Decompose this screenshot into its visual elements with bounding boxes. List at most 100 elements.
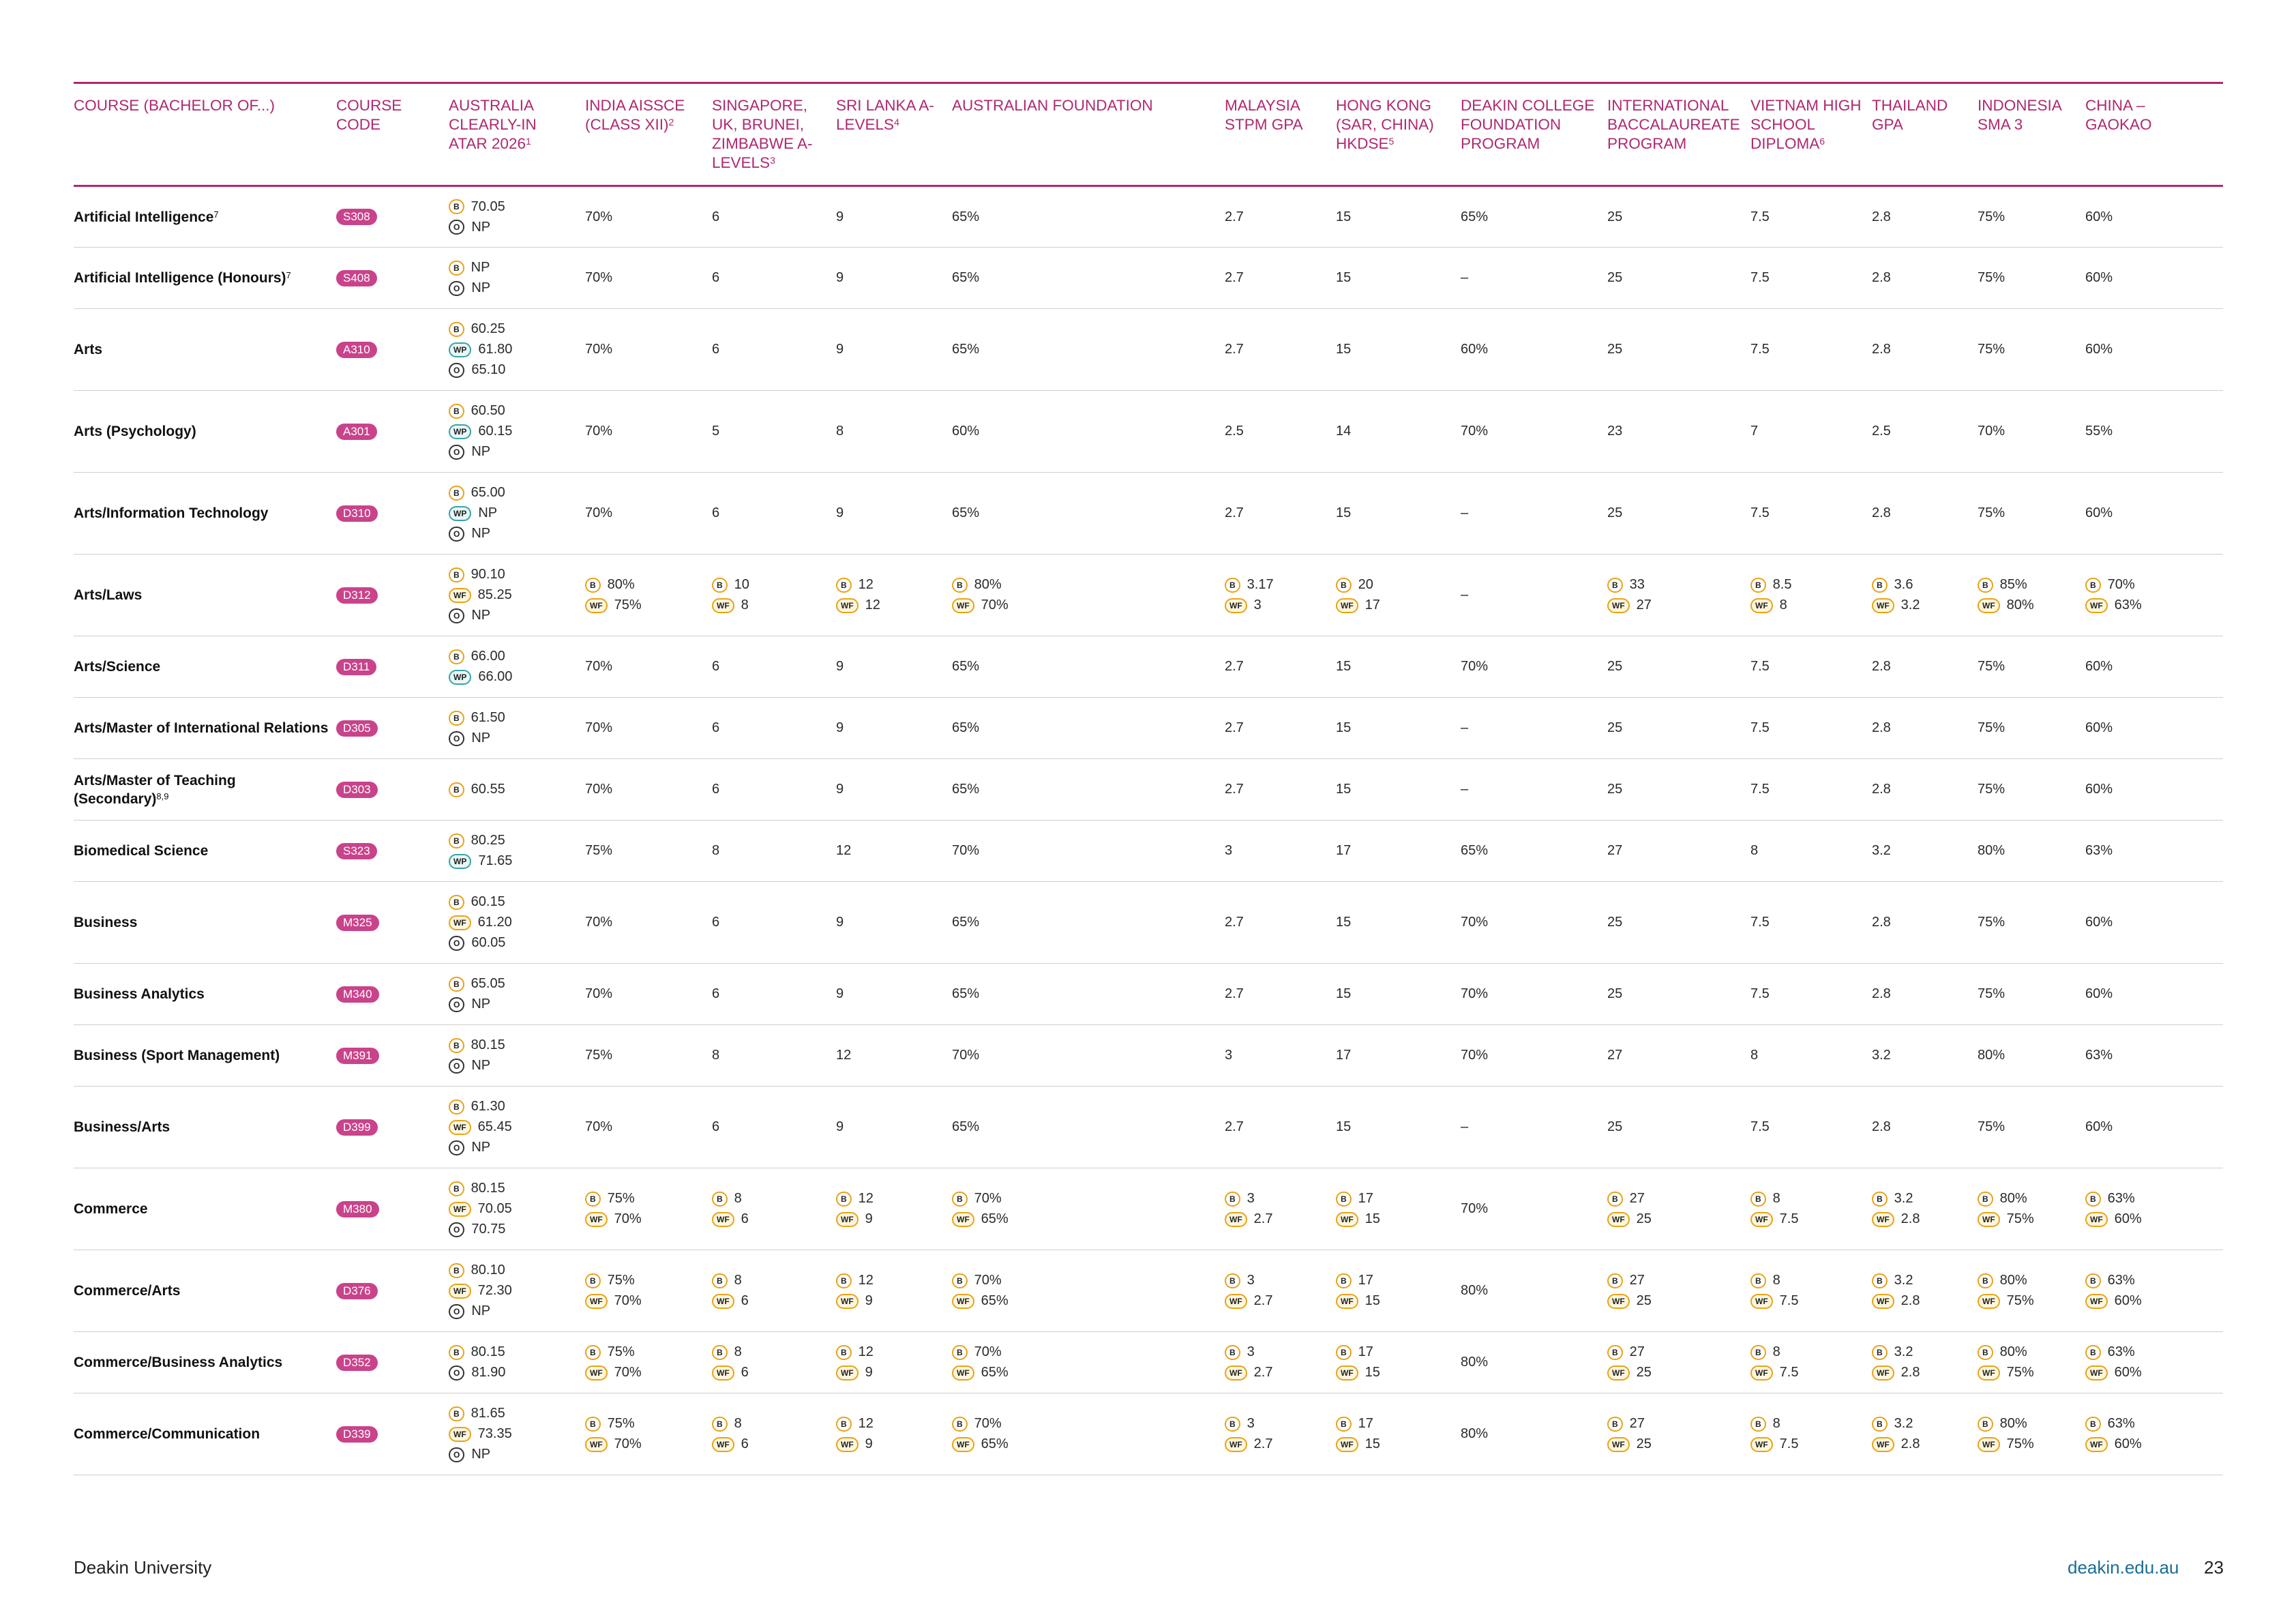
requirement-value: 80% <box>1461 1355 1489 1370</box>
requirement-value: 60% <box>2085 270 2113 285</box>
score-value: 90.10 <box>471 567 505 582</box>
requirement-cell: 7.5 <box>1750 758 1872 821</box>
course-code-cell: D339 <box>336 1393 449 1475</box>
atar-cell: B 60.15 WF 61.20 O 60.05 <box>449 881 585 964</box>
score-value: 60% <box>2114 1293 2142 1308</box>
requirement-value: 63% <box>2085 1048 2113 1063</box>
requirement-value: 2.8 <box>1872 270 1891 285</box>
table-row: Arts/Laws D312 B 90.10 WF 85.25 O NP B 80% WF 75% B 1… <box>74 554 2223 636</box>
pathway-o-icon: O <box>449 1365 465 1381</box>
requirement-value: 80% <box>1461 1426 1489 1441</box>
score-line: B 75% <box>585 1414 706 1434</box>
requirement-cell: 7.5 <box>1750 247 1872 309</box>
score-line: B 12 <box>836 1342 946 1363</box>
requirement-value: – <box>1461 505 1469 520</box>
score-line: O NP <box>449 524 580 544</box>
pathway-b-icon: B <box>449 1263 464 1278</box>
score-line: WF 2.7 <box>1225 1434 1330 1455</box>
pathway-o-icon: O <box>449 1222 465 1237</box>
table-header-row: COURSE (BACHELOR OF...) COURSE CODE AUSTRA… <box>74 82 2223 187</box>
requirement-cell: 25 <box>1607 963 1750 1025</box>
score-line: WF 2.8 <box>1872 1209 1972 1230</box>
score-value: 6 <box>741 1211 749 1226</box>
pathway-o-icon: O <box>449 444 465 460</box>
requirement-value: 6 <box>712 342 720 357</box>
score-stack: B 8 WF 6 <box>712 1189 831 1230</box>
score-value: 80.25 <box>471 833 505 848</box>
column-header-label: VIETNAM HIGH SCHOOL DIPLOMA <box>1750 97 1862 152</box>
course-name: Arts <box>74 308 336 391</box>
score-value: 85% <box>1999 577 2027 592</box>
pathway-wf-icon: WF <box>1225 1293 1247 1309</box>
table-row: Commerce/Arts D376 B 80.10 WF 72.30 O NP B 75% WF 7… <box>74 1250 2223 1332</box>
requirement-value: 2.5 <box>1225 424 1244 439</box>
score-line: B 27 <box>1607 1342 1745 1363</box>
pathway-b-icon: B <box>449 403 464 419</box>
column-header-label: INDONESIA SMA 3 <box>1978 97 2061 133</box>
requirement-value: 6 <box>712 270 720 285</box>
score-stack: B 63% WF 60% <box>2085 1414 2218 1455</box>
requirement-cell: B 8.5 WF 8 <box>1750 554 1872 636</box>
requirement-cell: 15 <box>1336 758 1461 821</box>
requirement-value: 2.7 <box>1225 270 1244 285</box>
score-line: B 65.00 <box>449 483 580 503</box>
score-stack: B 8 WF 7.5 <box>1750 1189 1866 1230</box>
table-row: Commerce M380 B 80.15 WF 70.05 O 70.75 B 75% WF 70%… <box>74 1168 2223 1250</box>
pathway-b-icon: B <box>836 1416 852 1432</box>
requirement-cell: 7.5 <box>1750 186 1872 248</box>
score-value: 75% <box>607 1344 635 1359</box>
score-line: B 60.15 <box>449 892 580 913</box>
course-code-cell: M380 <box>336 1168 449 1250</box>
course-name: Artificial Intelligence7 <box>74 186 336 248</box>
requirement-value: 70% <box>1461 986 1489 1001</box>
score-line: WF 17 <box>1336 595 1455 616</box>
entry-requirements-table: COURSE (BACHELOR OF...) COURSE CODE AUSTRA… <box>74 82 2223 1475</box>
score-value: 63% <box>2107 1273 2135 1288</box>
requirement-cell: B 17 WF 15 <box>1336 1331 1461 1393</box>
requirement-value: 15 <box>1336 720 1352 735</box>
score-stack: B 3 WF 2.7 <box>1225 1271 1330 1312</box>
requirement-value: – <box>1461 782 1469 797</box>
score-line: B 3.2 <box>1872 1342 1972 1363</box>
requirement-cell: 2.7 <box>1225 472 1336 555</box>
score-line: B 60.55 <box>449 780 580 800</box>
requirement-cell: 25 <box>1607 881 1750 964</box>
requirement-cell: 70% <box>1461 636 1607 698</box>
pathway-wf-icon: WF <box>1750 1293 1773 1309</box>
course-code-cell: D303 <box>336 758 449 821</box>
score-line: B 12 <box>836 1189 946 1209</box>
requirement-cell: 60% <box>2085 963 2223 1025</box>
score-value: 70% <box>974 1416 1002 1431</box>
score-stack: B 8.5 WF 8 <box>1750 575 1866 616</box>
pathway-wf-icon: WF <box>1607 597 1630 613</box>
footer-link[interactable]: deakin.edu.au <box>2068 1557 2179 1578</box>
pathway-b-icon: B <box>585 1416 601 1432</box>
score-value: 8 <box>1772 1344 1780 1359</box>
score-value: 8 <box>734 1191 742 1206</box>
score-stack: B 80.25 WP 71.65 <box>449 831 580 872</box>
requirement-value: 7.5 <box>1750 720 1770 735</box>
score-value: 8.5 <box>1772 577 1792 592</box>
score-line: B 12 <box>836 1271 946 1291</box>
score-line: B 12 <box>836 575 946 595</box>
score-value: 3.6 <box>1894 577 1913 592</box>
requirement-cell: 12 <box>836 820 952 882</box>
requirement-value: 2.7 <box>1225 1119 1244 1134</box>
pathway-wf-icon: WF <box>449 1426 471 1442</box>
requirement-value: 6 <box>712 720 720 735</box>
column-header-label: THAILAND GPA <box>1872 97 1948 133</box>
requirement-value: 70% <box>585 342 613 357</box>
requirement-cell: B 8 WF 7.5 <box>1750 1393 1872 1475</box>
requirement-value: 8 <box>836 424 844 439</box>
score-value: 12 <box>858 1191 874 1206</box>
score-value: NP <box>471 526 491 541</box>
requirement-cell: B 80% WF 75% <box>1978 1393 2085 1475</box>
course-code-badge: M325 <box>336 914 379 931</box>
requirement-cell: 15 <box>1336 472 1461 555</box>
score-value: 12 <box>858 1344 874 1359</box>
course-name: Arts/Master of Teaching (Secondary)8,9 <box>74 758 336 821</box>
pathway-wf-icon: WF <box>836 1365 859 1381</box>
requirement-cell: 9 <box>836 758 952 821</box>
score-value: 80.10 <box>471 1263 505 1278</box>
